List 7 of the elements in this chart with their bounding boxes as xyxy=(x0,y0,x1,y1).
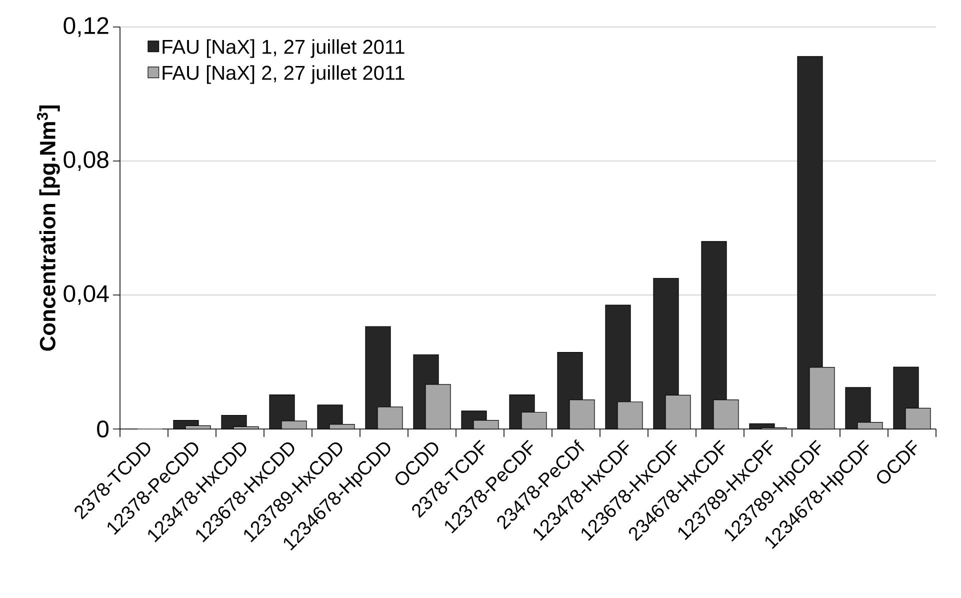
y-tick-label: 0 xyxy=(97,420,109,438)
y-tick-label: 0,12 xyxy=(64,17,108,37)
y-axis-title: Concentration [pg.Nm$^{3}$] xyxy=(36,106,60,351)
y-tick-label: 0,04 xyxy=(64,285,109,305)
y-tick-label: 0,08 xyxy=(64,151,108,171)
legend-label: FAU [NaX] 1, 27 juillet 2011 xyxy=(162,39,404,58)
legend-label: FAU [NaX] 2, 27 juillet 2011 xyxy=(162,65,404,84)
